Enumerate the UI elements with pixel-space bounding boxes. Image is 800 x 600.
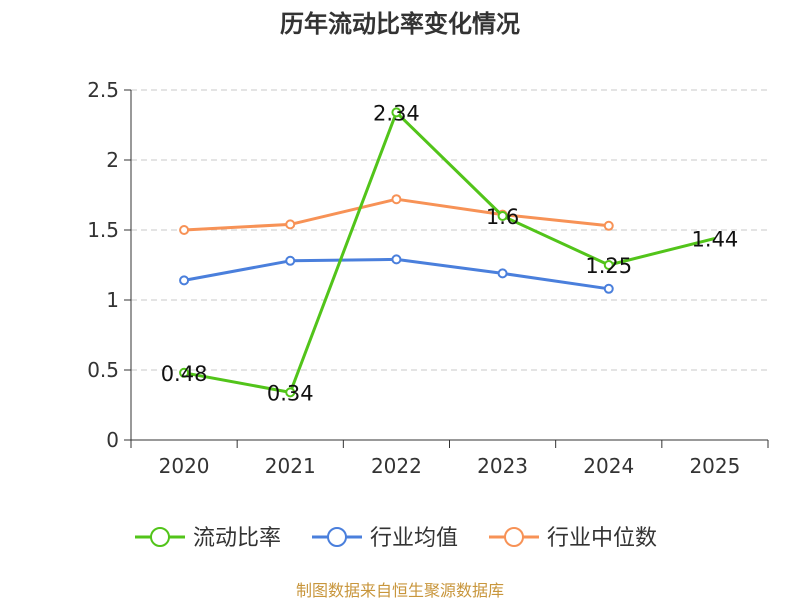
data-label: 1.44 (692, 227, 739, 251)
data-label: 1.6 (486, 205, 519, 229)
data-point (603, 260, 614, 270)
x-tick-label: 2025 (689, 454, 740, 478)
x-tick-label: 2022 (371, 454, 422, 478)
data-point (391, 194, 402, 205)
legend-label: 流动比率 (193, 526, 281, 551)
x-tick-label: 2024 (583, 454, 634, 478)
y-tick-label: 0 (106, 428, 119, 452)
y-tick-label: 0.5 (87, 358, 119, 382)
x-tick-label: 2021 (265, 454, 316, 478)
y-tick-label: 2.5 (87, 78, 119, 102)
legend-swatch-marker (327, 527, 347, 547)
data-point (285, 387, 296, 398)
data-point (285, 255, 296, 266)
y-tick-label: 1.5 (87, 218, 119, 242)
x-tick-label: 2023 (477, 454, 528, 478)
data-point (179, 367, 190, 378)
data-label: 0.34 (267, 381, 314, 405)
data-point (497, 211, 508, 221)
data-point (391, 254, 402, 265)
data-point (391, 107, 402, 118)
series-line (183, 110, 716, 394)
legend-swatch-marker (504, 527, 524, 547)
data-label: 0.48 (161, 362, 208, 386)
chart-title: 历年流动比率变化情况 (280, 10, 520, 38)
data-point (179, 225, 190, 235)
y-tick-label: 2 (106, 148, 119, 172)
legend-label: 行业中位数 (547, 526, 657, 551)
x-tick-label: 2020 (159, 454, 210, 478)
data-point (603, 283, 614, 294)
legend-label: 行业均值 (370, 526, 458, 551)
source-note: 制图数据来自恒生聚源数据库 (296, 581, 504, 600)
data-label: 1.25 (585, 254, 632, 278)
data-point (497, 268, 508, 279)
data-point (603, 220, 614, 231)
data-label: 2.34 (373, 101, 420, 125)
data-point (179, 275, 190, 286)
data-point (285, 219, 296, 230)
y-tick-label: 1 (106, 288, 119, 312)
legend-swatch-marker (150, 527, 170, 547)
